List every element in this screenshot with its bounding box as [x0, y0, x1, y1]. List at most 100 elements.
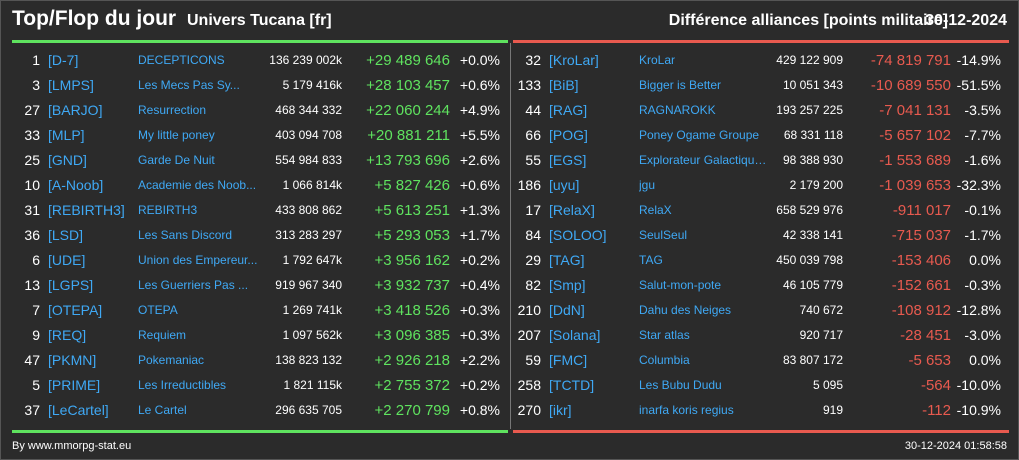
alliance-tag-link[interactable]: [ikr] [549, 402, 572, 418]
rank-cell: 36 [24, 227, 40, 243]
alliance-tag-link[interactable]: [DdN] [549, 302, 585, 318]
alliance-tag-link[interactable]: [PRIME] [48, 377, 101, 393]
alliance-tag-link[interactable]: [Smp] [549, 277, 586, 293]
alliance-tag-link[interactable]: [Solana] [549, 327, 601, 343]
alliance-tag-link[interactable]: [PKMN] [48, 352, 97, 368]
alliance-tag-link[interactable]: [REQ] [48, 327, 87, 343]
alliance-name-link[interactable]: Garde De Nuit [138, 153, 215, 167]
alliance-name-link[interactable]: OTEPA [138, 303, 178, 317]
alliance-tag-link[interactable]: [BARJO] [48, 102, 103, 118]
table-row: 82 [Smp] Salut-mon-pote 46 105 779 -152 661-… [513, 273, 1009, 298]
alliance-tag-link[interactable]: [POG] [549, 127, 588, 143]
points-difference-cell: -108 912 [891, 302, 951, 319]
alliance-name-link[interactable]: Poney Ogame Groupe [639, 128, 760, 142]
percent-change-cell: 0.0% [969, 252, 1001, 268]
table-row: 9 [REQ] Requiem 1 097 562k +3 096 385 +0.3% [12, 323, 508, 348]
alliance-tag-link[interactable]: [GND] [48, 152, 87, 168]
alliance-name-link[interactable]: Columbia [639, 353, 690, 367]
total-points-cell: 920 717 [799, 328, 843, 342]
alliance-tag-link[interactable]: [RAG] [549, 102, 588, 118]
table-row: 47 [PKMN] Pokemaniac 138 823 132 +2 926 218 +… [12, 348, 508, 373]
rank-cell: 37 [24, 402, 40, 418]
top-section-bar [12, 40, 508, 43]
percent-change-cell: -0.3% [964, 277, 1001, 293]
alliance-name-link[interactable]: inarfa koris regius [639, 403, 734, 417]
alliance-name-link[interactable]: Pokemaniac [138, 353, 205, 367]
percent-change-cell: +0.6% [459, 177, 500, 193]
rank-cell: 9 [32, 327, 40, 343]
alliance-tag-link[interactable]: [MLP] [48, 127, 85, 143]
percent-change-cell: +0.8% [459, 402, 500, 418]
rank-cell: 1 [32, 52, 40, 68]
percent-change-cell: +4.9% [459, 102, 500, 118]
points-difference-cell: -28 451 [900, 327, 951, 344]
alliance-tag-link[interactable]: [SOLOO] [549, 227, 607, 243]
alliance-tag-link[interactable]: [FMC] [549, 352, 588, 368]
alliance-name-link[interactable]: Star atlas [639, 328, 690, 342]
alliance-name-link[interactable]: jgu [639, 178, 656, 192]
column-divider [510, 43, 511, 429]
rank-cell: 133 [517, 77, 541, 93]
alliance-tag-link[interactable]: [OTEPA] [48, 302, 103, 318]
alliance-tag-link[interactable]: [BiB] [549, 77, 579, 93]
rank-cell: 13 [24, 277, 40, 293]
total-points-cell: 296 635 705 [275, 403, 342, 417]
table-row: 59 [FMC] Columbia 83 807 172 -5 653 0.0% [513, 348, 1009, 373]
alliance-tag-link[interactable]: [KroLar] [549, 52, 599, 68]
total-points-cell: 1 269 741k [282, 303, 342, 317]
alliance-name-link[interactable]: KroLar [639, 53, 676, 67]
table-row: 7 [OTEPA] OTEPA 1 269 741k +3 418 526 +0.3% [12, 298, 508, 323]
alliance-tag-link[interactable]: [TCTD] [549, 377, 595, 393]
alliance-name-link[interactable]: SeulSeul [639, 228, 688, 242]
alliance-tag-link[interactable]: [REBIRTH3] [48, 202, 125, 218]
points-difference-cell: -5 653 [908, 352, 951, 369]
alliance-tag-link[interactable]: [TAG] [549, 252, 585, 268]
percent-change-cell: -3.0% [964, 327, 1001, 343]
alliance-name-link[interactable]: REBIRTH3 [138, 203, 198, 217]
alliance-name-link[interactable]: Academie des Noob... [138, 178, 257, 192]
alliance-tag-link[interactable]: [LSD] [48, 227, 84, 243]
rank-cell: 47 [24, 352, 40, 368]
alliance-tag-link[interactable]: [uyu] [549, 177, 580, 193]
alliance-tag-link[interactable]: [RelaX] [549, 202, 595, 218]
table-row: 270 [ikr] inarfa koris regius 919 -112 -10.9% [513, 398, 1009, 423]
percent-change-cell: +0.3% [459, 302, 500, 318]
alliance-name-link[interactable]: Salut-mon-pote [639, 278, 722, 292]
alliance-name-link[interactable]: DECEPTICONS [138, 53, 225, 67]
alliance-tag-link[interactable]: [UDE] [48, 252, 86, 268]
alliance-name-link[interactable]: Les Irreductibles [138, 378, 227, 392]
alliance-name-link[interactable]: RAGNAROKK [639, 103, 716, 117]
alliance-name-link[interactable]: Le Cartel [138, 403, 187, 417]
alliance-tag-link[interactable]: [A-Noob] [48, 177, 104, 193]
alliance-name-link[interactable]: Explorateur Galactique S [639, 153, 769, 167]
alliance-name-link[interactable]: Requiem [138, 328, 187, 342]
alliance-tag-link[interactable]: [LGPS] [48, 277, 94, 293]
percent-change-cell: +0.4% [459, 277, 500, 293]
percent-change-cell: -12.8% [956, 302, 1001, 318]
table-row: 133 [BiB] Bigger is Better 10 051 343 -10 68… [513, 73, 1009, 98]
alliance-name-link[interactable]: My little poney [138, 128, 215, 142]
alliance-name-link[interactable]: RelaX [639, 203, 672, 217]
points-difference-cell: +2 270 799 [374, 402, 451, 419]
alliance-name-link[interactable]: Resurrection [138, 103, 207, 117]
alliance-tag-link[interactable]: [D-7] [48, 52, 79, 68]
alliance-name-link[interactable]: Bigger is Better [639, 78, 722, 92]
rank-cell: 5 [32, 377, 40, 393]
percent-change-cell: -3.5% [964, 102, 1001, 118]
alliance-name-link[interactable]: Les Mecs Pas Sy... [138, 78, 240, 92]
alliance-name-link[interactable]: Dahu des Neiges [639, 303, 732, 317]
alliance-name-link[interactable]: TAG [639, 253, 663, 267]
alliance-tag-link[interactable]: [EGS] [549, 152, 587, 168]
alliance-name-link[interactable]: Les Bubu Dudu [639, 378, 722, 392]
percent-change-cell: +5.5% [459, 127, 500, 143]
alliance-tag-link[interactable]: [LMPS] [48, 77, 94, 93]
alliance-name-link[interactable]: Les Sans Discord [138, 228, 233, 242]
alliance-name-link[interactable]: Les Guerriers Pas ... [138, 278, 249, 292]
percent-change-cell: +0.3% [459, 327, 500, 343]
points-difference-cell: +28 103 457 [366, 77, 450, 94]
alliance-name-link[interactable]: Union des Empereur... [138, 253, 258, 267]
rank-cell: 270 [517, 402, 541, 418]
table-row: 37 [LeCartel] Le Cartel 296 635 705 +2 270 7… [12, 398, 508, 423]
total-points-cell: 46 105 779 [782, 278, 843, 292]
alliance-tag-link[interactable]: [LeCartel] [48, 402, 109, 418]
